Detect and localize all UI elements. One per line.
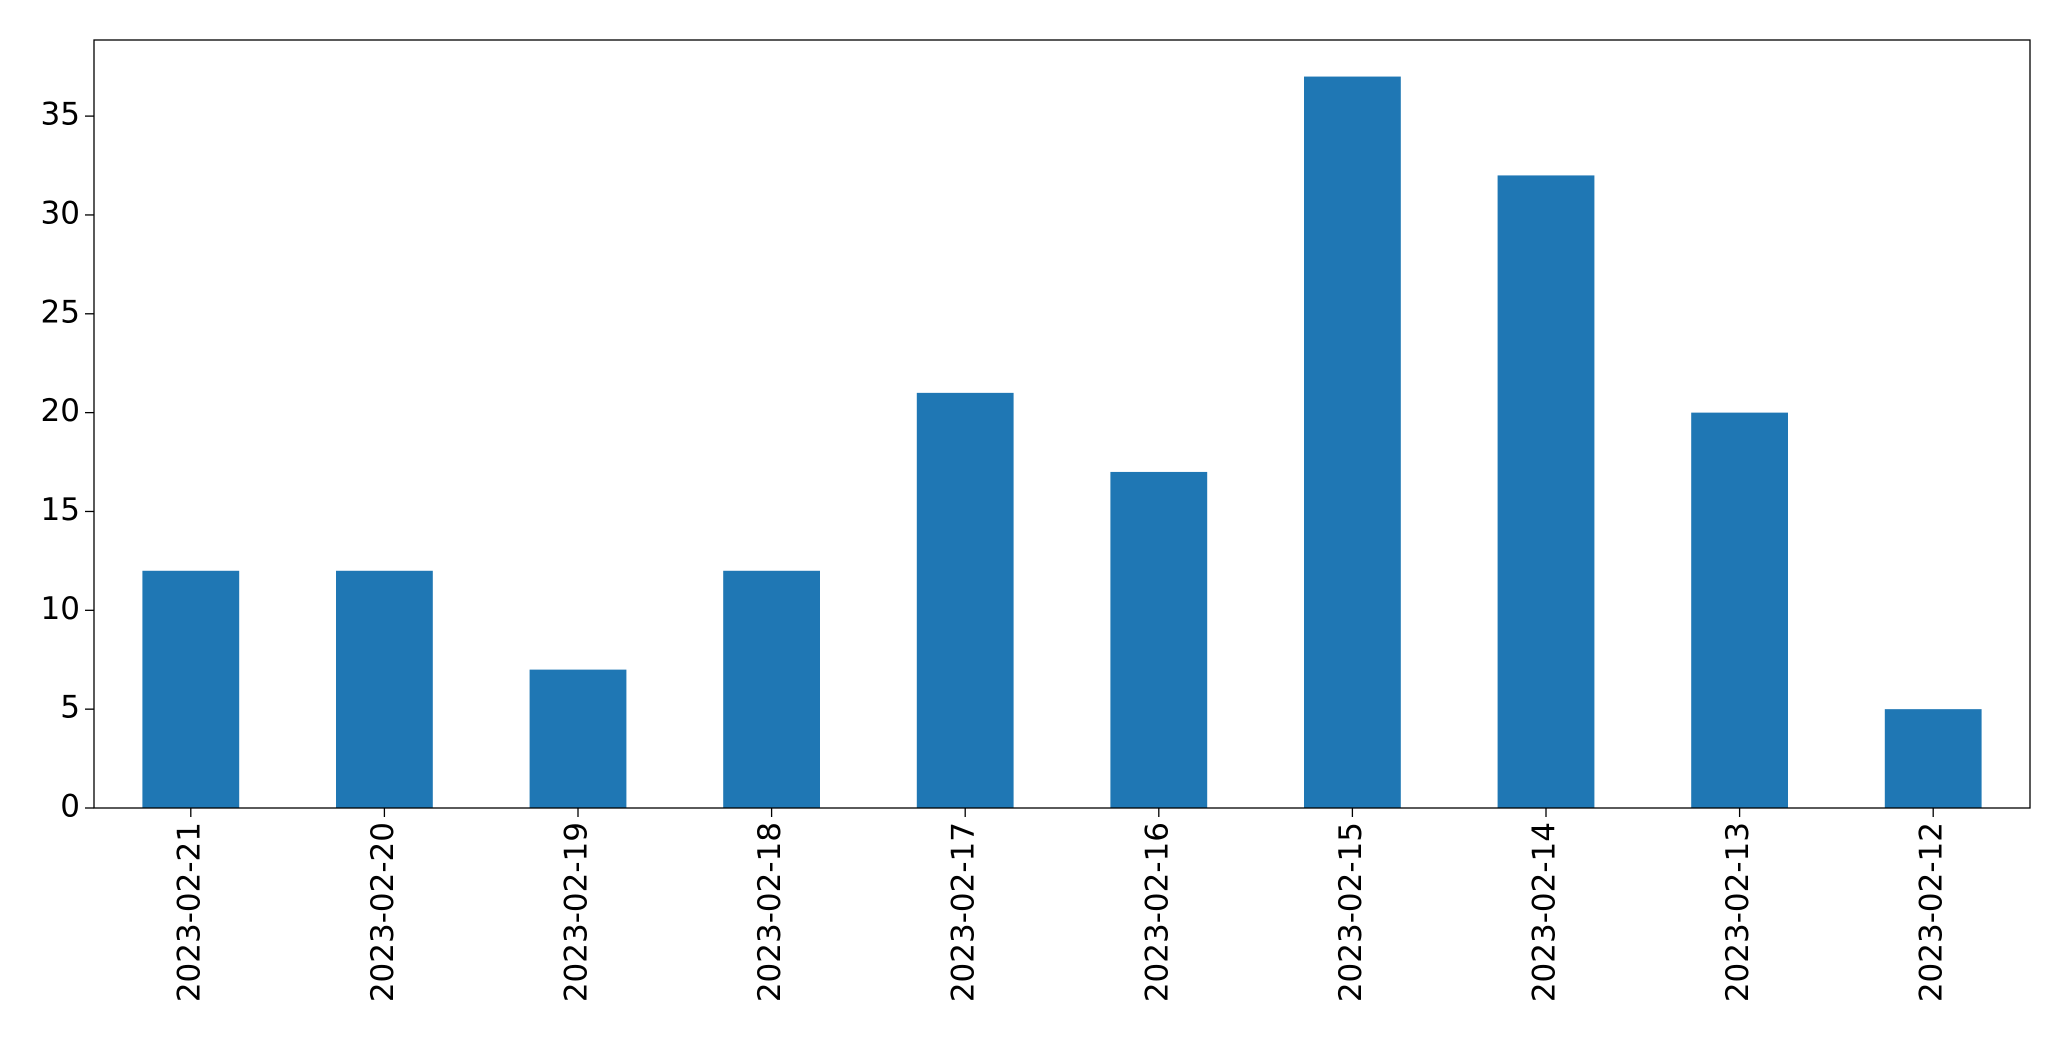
y-tick-label: 25: [41, 294, 80, 330]
bar: [1884, 709, 1982, 808]
bar: [142, 570, 240, 808]
y-tick-label: 10: [41, 591, 80, 627]
bar: [723, 570, 820, 808]
x-tick-label: 2023-02-14: [1527, 822, 1563, 1002]
x-tick-label: 2023-02-21: [171, 822, 207, 1002]
bar: [1110, 471, 1208, 808]
bar: [529, 669, 627, 808]
y-tick-label: 20: [41, 393, 80, 429]
x-tick-label: 2023-02-15: [1333, 822, 1369, 1002]
bar: [1691, 412, 1788, 808]
y-tick-label: 0: [60, 789, 80, 825]
bar: [1304, 76, 1401, 809]
x-tick-label: 2023-02-18: [752, 822, 788, 1002]
x-tick-label: 2023-02-17: [946, 822, 982, 1002]
x-tick-label: 2023-02-20: [365, 822, 401, 1002]
y-tick-label: 15: [41, 492, 80, 528]
x-tick-label: 2023-02-13: [1720, 822, 1756, 1002]
bar: [336, 570, 433, 808]
bar: [916, 392, 1014, 808]
y-tick-label: 5: [60, 690, 80, 726]
y-tick-label: 35: [41, 97, 80, 133]
y-tick-label: 30: [41, 195, 80, 231]
plot-frame: [93, 39, 2031, 809]
x-tick-label: 2023-02-12: [1914, 822, 1950, 1002]
x-tick-label: 2023-02-19: [559, 822, 595, 1002]
bar: [1497, 175, 1595, 808]
x-tick-label: 2023-02-16: [1139, 822, 1175, 1002]
